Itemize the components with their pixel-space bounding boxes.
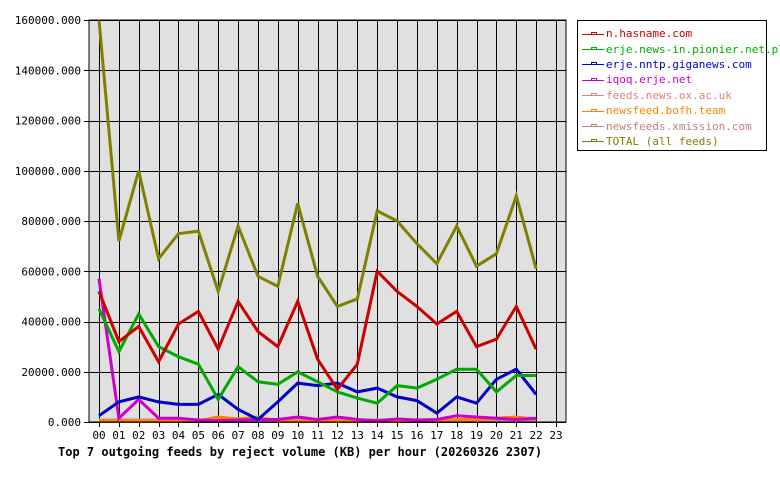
legend-label: feeds.news.ox.ac.uk (606, 88, 732, 102)
y-tick-label: 40000.000 (21, 316, 81, 329)
series-lines (97, 19, 538, 423)
x-tick-label: 08 (251, 429, 264, 442)
legend-item: newsfeed.bofh.team (582, 103, 766, 118)
legend-label: iqoq.erje.net (606, 73, 693, 87)
legend: n.hasname.com erje.news-in.pionier.net.pl… (577, 20, 780, 151)
y-tick-label: 60000.000 (21, 265, 81, 278)
x-tick-label: 06 (212, 429, 225, 442)
y-tick-label: 100000.000 (15, 165, 81, 178)
series-line-iqoq-erje-net (97, 278, 537, 423)
legend-line-marker-icon (582, 122, 604, 130)
x-tick-label: 09 (271, 429, 284, 442)
chart-title: Top 7 outgoing feeds by reject volume (K… (58, 445, 542, 459)
x-tick-label: 20 (490, 429, 503, 442)
legend-label: erje.nntp.giganews.com (606, 57, 752, 71)
legend-line-marker-icon (582, 60, 604, 68)
y-axis-ticks: 0.000 20000.000 40000.000 60000.000 80000.00… (15, 14, 81, 429)
series-line-erje-nntp-giganews-com (98, 367, 538, 422)
series-line-total-all-feeds- (97, 19, 538, 309)
plot-border (88, 19, 567, 423)
legend-item: newsfeeds.xmission.com (582, 118, 766, 133)
x-tick-label: 19 (470, 429, 483, 442)
x-tick-label: 02 (132, 429, 145, 442)
x-tick-label: 17 (430, 429, 443, 442)
y-tick-label: 80000.000 (21, 215, 81, 228)
legend-label: TOTAL (all feeds) (606, 134, 719, 148)
x-tick-label: 22 (530, 429, 543, 442)
legend-label: n.hasname.com (606, 27, 693, 41)
x-tick-label: 01 (112, 429, 125, 442)
x-tick-label: 15 (390, 429, 403, 442)
x-tick-label: 07 (231, 429, 244, 442)
y-tick-label: 20000.000 (21, 366, 81, 379)
x-tick-label: 04 (172, 429, 186, 442)
legend-line-marker-icon (582, 91, 604, 99)
y-tick-label: 140000.000 (15, 64, 81, 77)
legend-item: TOTAL (all feeds) (582, 134, 766, 149)
x-tick-label: 14 (371, 429, 385, 442)
x-tick-label: 23 (549, 429, 562, 442)
x-tick-label: 05 (192, 429, 205, 442)
legend-label: newsfeed.bofh.team (606, 104, 726, 118)
x-tick-label: 11 (311, 429, 324, 442)
y-tick-label: 160000.000 (15, 14, 81, 27)
x-tick-label: 21 (510, 429, 523, 442)
y-tick-label: 120000.000 (15, 115, 81, 128)
legend-item: n.hasname.com (582, 26, 766, 41)
legend-line-marker-icon (582, 137, 604, 145)
legend-line-marker-icon (582, 107, 604, 115)
x-tick-label: 03 (152, 429, 165, 442)
x-tick-label: 16 (410, 429, 423, 442)
legend-item: erje.nntp.giganews.com (582, 57, 766, 72)
grid-lines (84, 20, 566, 423)
x-tick-label: 18 (450, 429, 463, 442)
y-tick-label: 0.000 (48, 416, 81, 429)
x-tick-label: 12 (331, 429, 344, 442)
series-line-erje-news-in-pionier-net-pl (97, 308, 537, 405)
legend-item: feeds.news.ox.ac.uk (582, 88, 766, 103)
x-tick-label: 10 (291, 429, 304, 442)
legend-line-marker-icon (582, 30, 604, 38)
x-tick-label: 13 (351, 429, 364, 442)
legend-line-marker-icon (582, 76, 604, 84)
legend-item: erje.news-in.pionier.net.pl (582, 41, 780, 56)
legend-label: newsfeeds.xmission.com (606, 119, 752, 133)
legend-label: erje.news-in.pionier.net.pl (606, 42, 780, 56)
x-axis-ticks: 00 01 02 03 04 05 06 07 08 09 10 11 12 13 14 15 16 17 18 19… (92, 422, 563, 442)
x-tick-label: 00 (92, 429, 105, 442)
series-line-newsfeed-bofh-team (99, 415, 537, 423)
legend-item: iqoq.erje.net (582, 72, 766, 87)
series-line-n-hasname-com (97, 268, 538, 392)
legend-line-marker-icon (582, 45, 604, 53)
